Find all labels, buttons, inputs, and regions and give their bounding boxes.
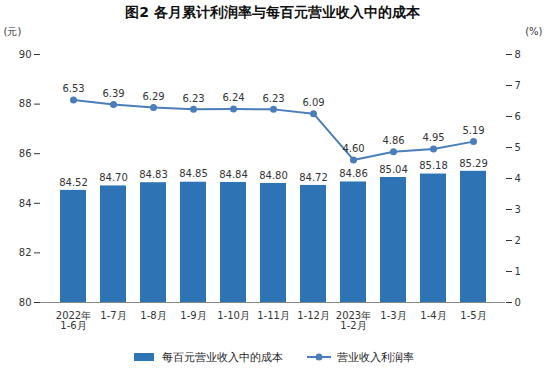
svg-text:2: 2 bbox=[515, 235, 521, 246]
svg-text:1-5月: 1-5月 bbox=[460, 310, 486, 321]
svg-text:6.23: 6.23 bbox=[182, 93, 204, 104]
svg-text:80: 80 bbox=[19, 297, 32, 308]
svg-text:84.70: 84.70 bbox=[99, 172, 128, 183]
svg-text:6.29: 6.29 bbox=[142, 91, 164, 102]
svg-text:84.85: 84.85 bbox=[179, 168, 208, 179]
svg-text:1-12月: 1-12月 bbox=[297, 310, 330, 321]
svg-text:84.83: 84.83 bbox=[139, 169, 168, 180]
svg-text:84.84: 84.84 bbox=[219, 169, 248, 180]
svg-text:6.24: 6.24 bbox=[222, 92, 244, 103]
svg-text:1-8月: 1-8月 bbox=[140, 310, 166, 321]
svg-text:2022年1-6月: 2022年1-6月 bbox=[56, 310, 91, 331]
svg-text:(%): (%) bbox=[525, 26, 542, 37]
svg-text:(元): (元) bbox=[4, 26, 22, 37]
svg-text:2023年1-2月: 2023年1-2月 bbox=[336, 310, 371, 331]
svg-text:1-9月: 1-9月 bbox=[180, 310, 206, 321]
html-text:图2 各月累计利润率与每百元营业收入中的成本: 图2 各月累计利润率与每百元营业收入中的成本 bbox=[125, 4, 420, 20]
svg-text:1-10月: 1-10月 bbox=[217, 310, 250, 321]
svg-text:85.04: 85.04 bbox=[379, 164, 408, 175]
svg-text:4: 4 bbox=[515, 173, 521, 184]
svg-text:1-11月: 1-11月 bbox=[257, 310, 290, 321]
svg-text:5: 5 bbox=[515, 142, 521, 153]
svg-text:1: 1 bbox=[515, 266, 521, 277]
svg-text:85.29: 85.29 bbox=[459, 158, 488, 169]
svg-text:90: 90 bbox=[19, 49, 32, 60]
svg-text:84.52: 84.52 bbox=[59, 177, 88, 188]
svg-text:82: 82 bbox=[19, 247, 32, 258]
svg-text:4.95: 4.95 bbox=[422, 132, 444, 143]
svg-text:88: 88 bbox=[19, 98, 32, 109]
svg-text:6.23: 6.23 bbox=[262, 93, 284, 104]
svg-text:6.09: 6.09 bbox=[302, 97, 324, 108]
svg-text:1-7月: 1-7月 bbox=[100, 310, 126, 321]
svg-text:6.53: 6.53 bbox=[62, 83, 84, 94]
svg-text:6: 6 bbox=[515, 111, 521, 122]
svg-text:6.39: 6.39 bbox=[102, 88, 124, 99]
html-text:每百元营业收入中的成本: 每百元营业收入中的成本 bbox=[161, 350, 283, 364]
svg-text:4.86: 4.86 bbox=[382, 135, 404, 146]
svg-text:84.86: 84.86 bbox=[339, 168, 368, 179]
svg-text:84.80: 84.80 bbox=[259, 170, 288, 181]
svg-text:86: 86 bbox=[19, 148, 32, 159]
svg-text:1-4月: 1-4月 bbox=[420, 310, 446, 321]
svg-text:1-3月: 1-3月 bbox=[380, 310, 406, 321]
svg-text:3: 3 bbox=[515, 204, 521, 215]
svg-text:7: 7 bbox=[515, 80, 521, 91]
svg-text:4.60: 4.60 bbox=[342, 143, 364, 154]
svg-text:84.72: 84.72 bbox=[299, 172, 328, 183]
svg-text:0: 0 bbox=[515, 297, 521, 308]
svg-text:85.18: 85.18 bbox=[419, 160, 448, 171]
svg-text:5.19: 5.19 bbox=[462, 125, 484, 136]
svg-text:84: 84 bbox=[19, 198, 32, 209]
html-text:营业收入利润率: 营业收入利润率 bbox=[336, 350, 414, 364]
svg-text:8: 8 bbox=[515, 49, 521, 60]
